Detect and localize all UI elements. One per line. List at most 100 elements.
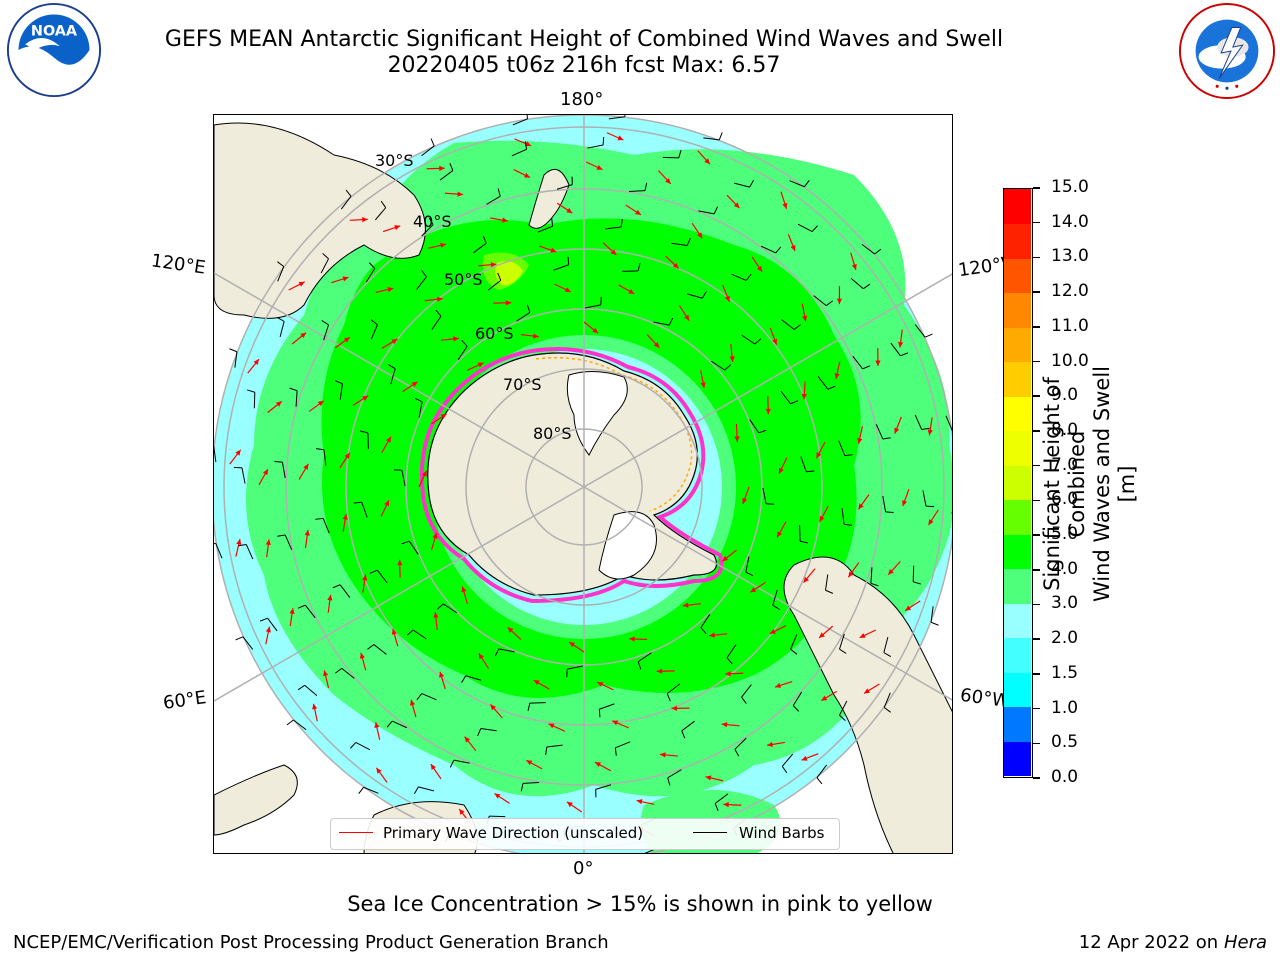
wind-barb-flag	[297, 604, 306, 609]
wind-barb-flag	[885, 511, 894, 514]
wave-arrow-head	[502, 217, 508, 223]
wind-barb-flag	[620, 218, 623, 228]
wave-arrow-head	[410, 699, 416, 706]
wind-barb-flag	[644, 182, 648, 191]
wave-arrow-head	[725, 671, 731, 677]
wind-barb-flag	[214, 542, 216, 545]
wave-arrow-head	[376, 767, 382, 774]
wave-arrow-head	[819, 632, 825, 638]
wind-barb-flag	[924, 333, 933, 338]
wind-barb-staff	[431, 315, 442, 330]
wind-barb-flag	[713, 206, 719, 215]
wave-arrow-head	[391, 628, 397, 635]
wave-arrow-head	[636, 799, 643, 805]
colorbar-tick	[1033, 707, 1040, 710]
lon-label-0: 0°	[573, 858, 594, 879]
wave-arrow-head	[235, 449, 241, 456]
wind-barb-staff	[951, 511, 952, 515]
wind-barb-staff	[363, 786, 379, 794]
wind-barb-flag	[793, 324, 801, 330]
wind-barb-staff	[473, 242, 487, 254]
wave-arrow-head	[671, 705, 677, 711]
wind-barb-flag	[286, 719, 294, 726]
wind-barb-flag	[790, 648, 798, 655]
colorbar-tick	[1033, 603, 1040, 606]
wind-barb-staff	[556, 184, 573, 190]
wave-arrow-head	[344, 452, 350, 459]
wave-arrow-head	[275, 401, 282, 407]
wind-barb-staff	[277, 266, 285, 282]
wind-barb-staff	[339, 383, 343, 400]
wind-barb-staff	[295, 390, 298, 407]
wave-arrow-head	[834, 373, 840, 379]
wind-barb-staff	[666, 683, 681, 695]
wind-barb-staff	[553, 264, 569, 271]
wave-arrow-head	[898, 341, 904, 348]
lat-label-40s: 40°S	[413, 212, 452, 231]
wave-arrow-head	[875, 360, 881, 366]
wind-barb-flag	[602, 136, 605, 146]
wave-arrow-head	[665, 178, 671, 184]
wave-arrow-head	[526, 760, 533, 766]
wave-arrow-head	[597, 682, 604, 687]
colorbar-segment	[1004, 327, 1031, 363]
wind-barb-flag	[435, 309, 442, 317]
wave-arrow-head	[857, 437, 863, 444]
sea-ice-edge	[419, 347, 724, 604]
wind-barb-staff	[816, 764, 828, 778]
colorbar-tick-label: 8.0	[1051, 419, 1079, 440]
wind-barb-staff	[390, 368, 396, 385]
wind-barb-flag	[369, 569, 378, 574]
footer-credit: NCEP/EMC/Verification Post Processing Pr…	[13, 932, 609, 953]
wind-barb-flag	[321, 320, 329, 326]
wind-barb-staff	[320, 258, 329, 274]
legend-barb-line-icon	[693, 832, 727, 833]
wave-arrow-head	[507, 627, 514, 633]
wave-arrow-head	[566, 207, 573, 214]
colorbar-segment	[1004, 189, 1031, 225]
wind-barb-staff	[465, 675, 482, 681]
colorbar-tick	[1033, 291, 1040, 293]
colorbar-tick	[1033, 430, 1040, 432]
wind-barb-staff	[245, 544, 254, 560]
wave-arrow-head	[848, 571, 854, 578]
wave-arrow-head	[801, 393, 807, 400]
wind-barb-flag	[247, 389, 255, 393]
sea-ice-fringe	[535, 356, 693, 512]
colorbar-tick-label: 12.0	[1051, 281, 1089, 302]
wind-barb-staff	[914, 414, 923, 430]
wind-barb-staff	[734, 182, 750, 188]
wave-arrow-head	[430, 764, 436, 770]
wave-arrow-head	[505, 300, 512, 306]
wind-barb-flag	[416, 693, 423, 701]
wind-barb-staff	[930, 606, 934, 623]
wind-barb-staff	[681, 720, 695, 732]
wind-barb-staff	[453, 759, 470, 764]
wave-arrow-head	[437, 296, 443, 302]
wind-barb-flag	[259, 617, 268, 622]
australia-land	[214, 122, 426, 319]
wind-barb-flag	[913, 581, 921, 585]
wind-barb-flag	[844, 454, 853, 457]
wind-barb-flag	[461, 675, 467, 683]
wave-arrow-head	[439, 671, 445, 678]
colorbar-tick	[1033, 569, 1040, 571]
wind-barb-staff	[487, 279, 502, 291]
wind-barb-staff	[817, 376, 829, 390]
colorbar-tick-label: 14.0	[1051, 211, 1089, 232]
wind-barb-staff	[585, 304, 601, 309]
wind-barb-flag	[524, 141, 528, 150]
wind-barb-staff	[686, 293, 703, 299]
wind-barb-flag	[370, 319, 378, 326]
wind-barb-staff	[412, 629, 427, 640]
wind-barb-flag	[863, 283, 871, 290]
wave-arrow-head	[927, 429, 933, 436]
wind-barb-flag	[816, 777, 823, 785]
colorbar-segment	[1004, 258, 1031, 294]
wind-barb-flag	[718, 132, 723, 141]
wave-arrow-head	[894, 427, 900, 434]
wind-barb-staff	[355, 742, 371, 751]
wind-barb-flag	[686, 237, 691, 246]
wind-barb-flag	[870, 582, 879, 587]
wind-barb-flag	[799, 540, 808, 544]
